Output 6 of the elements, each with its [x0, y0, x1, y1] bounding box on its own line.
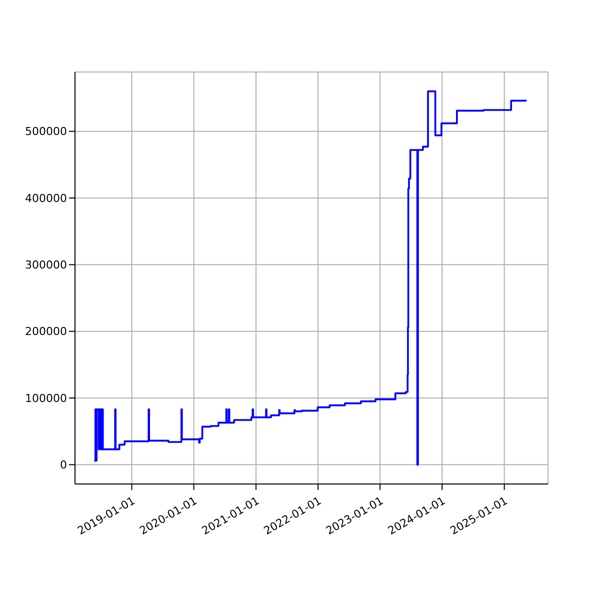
- y-tick-label: 100000: [25, 392, 67, 405]
- y-tick-label: 500000: [25, 125, 67, 138]
- y-tick-label: 400000: [25, 192, 67, 205]
- y-tick-label: 200000: [25, 325, 67, 338]
- y-tick-label: 300000: [25, 258, 67, 272]
- y-tick-label: 0: [60, 458, 67, 472]
